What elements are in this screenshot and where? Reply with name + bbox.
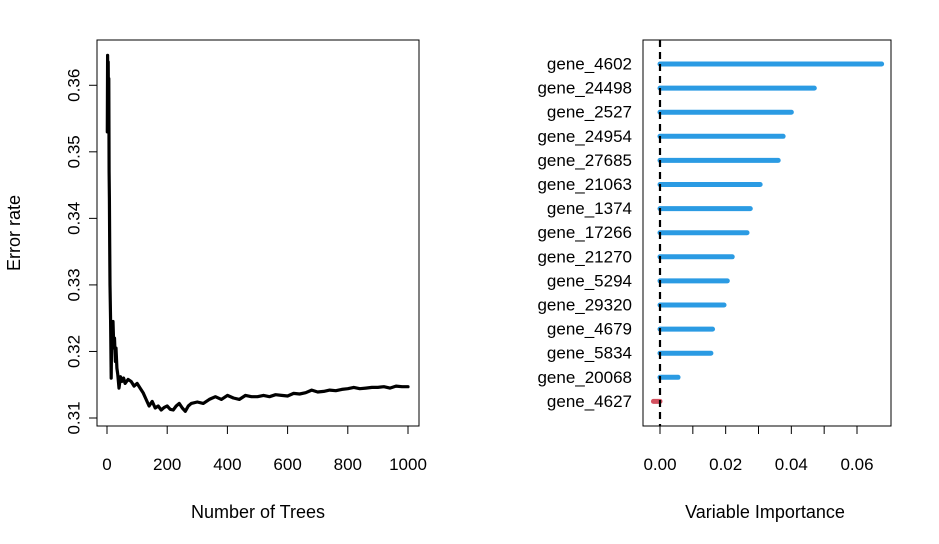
x-axis-title-right: Variable Importance: [685, 502, 845, 522]
error-rate-line: [105, 53, 410, 413]
gene-label: gene_5294: [547, 271, 632, 290]
y-tick-label-left: 0.33: [65, 268, 84, 301]
gene-label: gene_21063: [537, 175, 632, 194]
error-rate-chart: 0 200 400 600 800 1000 0.310.320.330.340.350.…: [4, 39, 427, 522]
y-tick-label-left: 0.31: [65, 401, 84, 434]
x-tick-label-right: 0.06: [840, 455, 873, 474]
y-tick-label-left: 0.35: [65, 135, 84, 168]
x-tick-label-left: 0: [102, 455, 111, 474]
gene-label: gene_2527: [547, 103, 632, 122]
x-axis-title-left: Number of Trees: [191, 502, 325, 522]
gene-label: gene_17266: [537, 223, 632, 242]
y-tick-label-left: 0.34: [65, 202, 84, 235]
x-tick-label-left: 400: [213, 455, 241, 474]
y-axis-left: 0.31 0.32 0.33 0.34 0.35 0.36: [65, 69, 98, 435]
gene-label: gene_24954: [537, 127, 632, 146]
gene-label: gene_4602: [547, 55, 632, 74]
x-tick-label-left: 800: [334, 455, 362, 474]
x-tick-label-left: 600: [273, 455, 301, 474]
gene-label: gene_5834: [547, 344, 632, 363]
y-tick-label-left: 0.32: [65, 335, 84, 368]
variable-importance-chart: gene_4602 gene_24498 gene_2527 gene_24954ge…: [537, 39, 892, 522]
x-tick-label-right: 0.04: [775, 455, 808, 474]
gene-label: gene_27685: [537, 151, 632, 170]
y-axis-title-left: Error rate: [4, 195, 24, 271]
gene-label: gene_4627: [547, 392, 632, 411]
x-tick-label-left: 200: [153, 455, 181, 474]
x-tick-label-left: 1000: [389, 455, 427, 474]
gene-label: gene_29320: [537, 296, 632, 315]
y-tick-label-left: 0.36: [65, 69, 84, 102]
gene-label: gene_24498: [537, 79, 632, 98]
x-axis-right: 0.00 0.02 0.04 0.06: [643, 425, 874, 474]
x-axis-left: 0 200 400 600 800 1000: [102, 425, 427, 474]
gene-label: gene_20068: [537, 368, 632, 387]
plot-frame-left: [96, 39, 420, 427]
x-tick-label-right: 0.00: [643, 455, 676, 474]
gene-label: gene_21270: [537, 247, 632, 266]
gene-label: gene_1374: [547, 199, 632, 218]
gene-label: gene_4679: [547, 320, 632, 339]
importance-bars: [650, 61, 885, 404]
gene-labels: gene_4602 gene_24498 gene_2527 gene_24954ge…: [537, 55, 632, 411]
x-tick-label-right: 0.02: [709, 455, 742, 474]
